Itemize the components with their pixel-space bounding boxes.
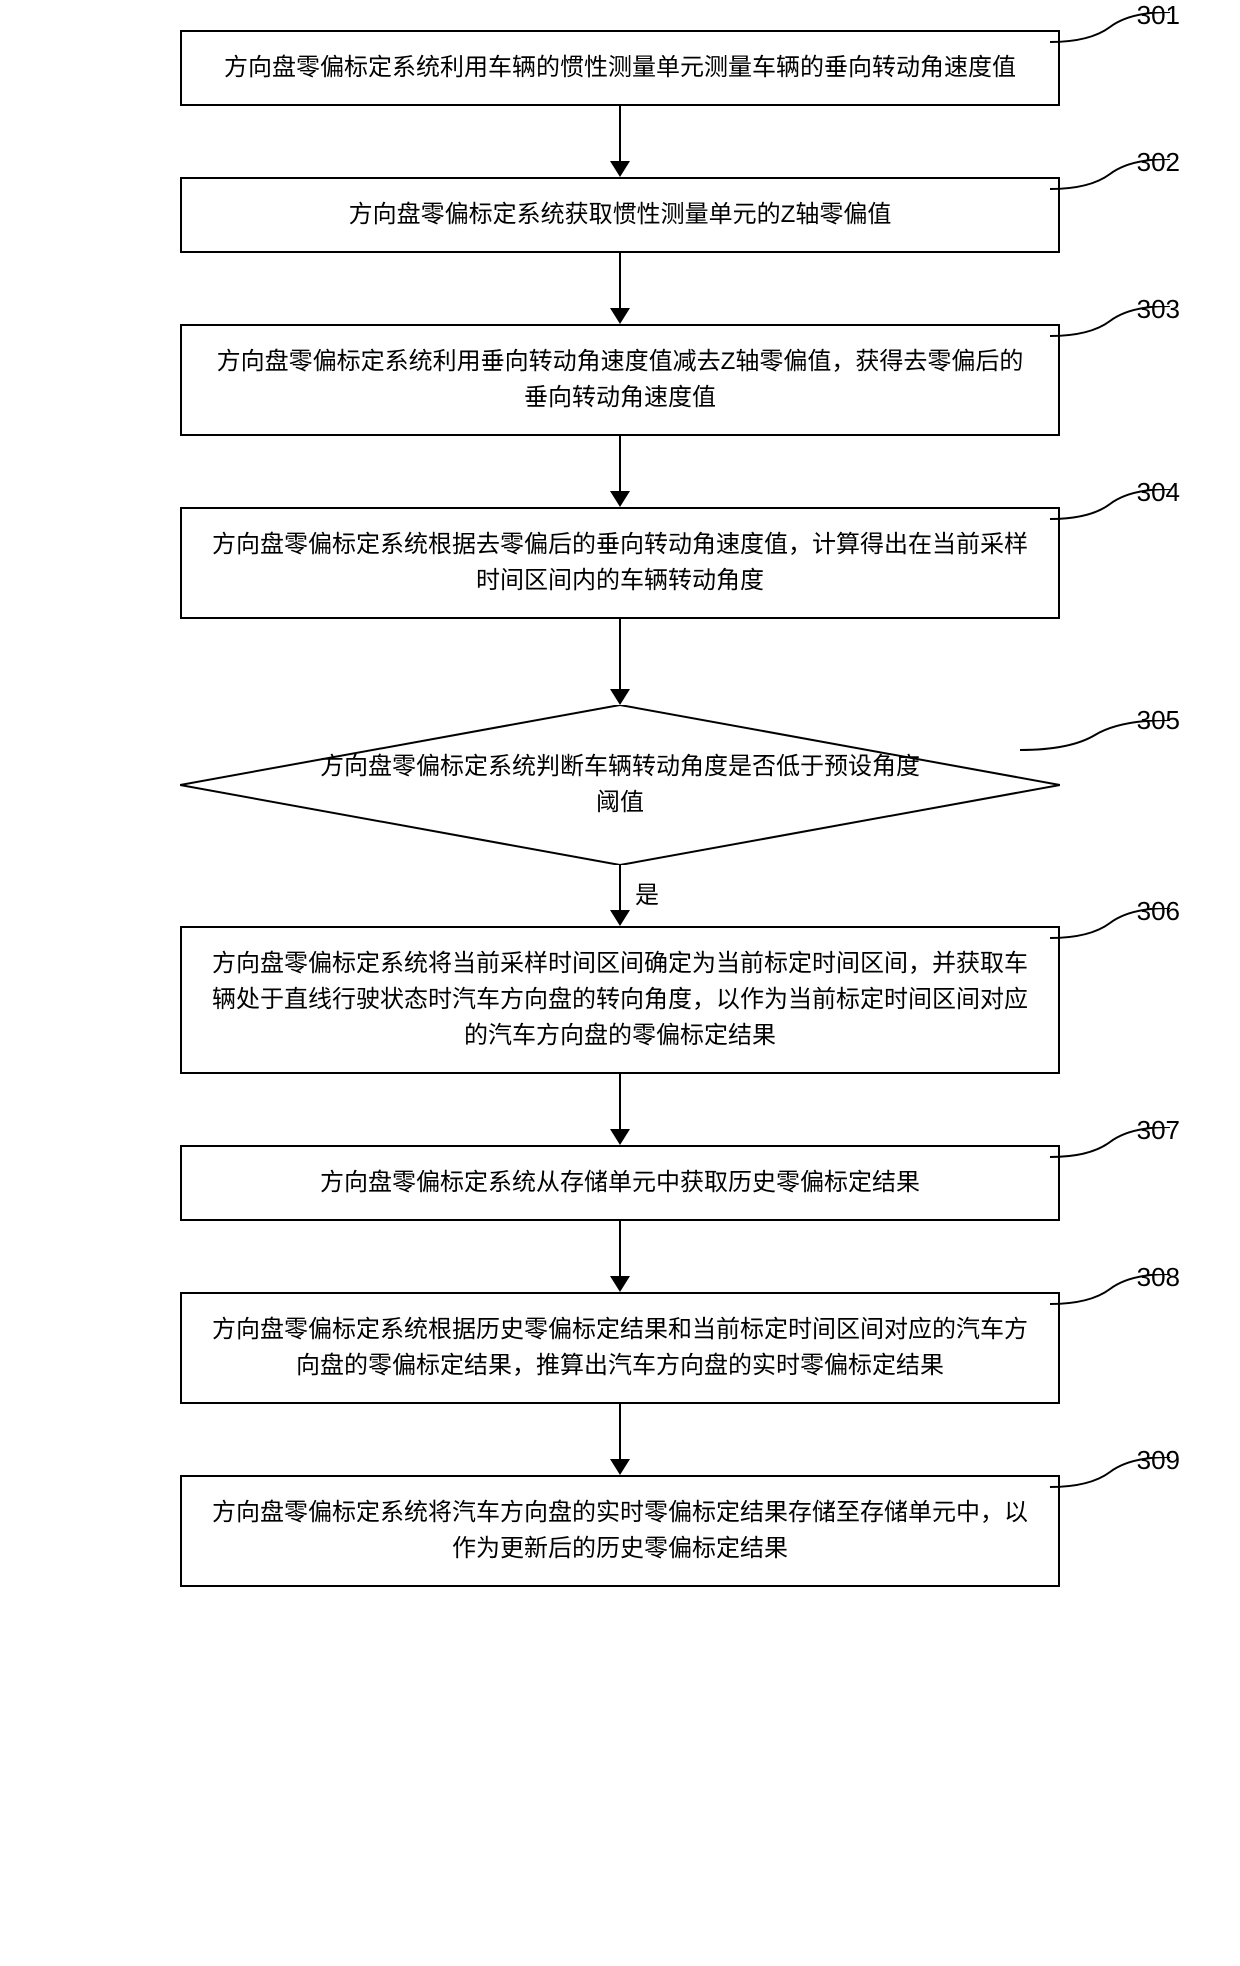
- arrow-line: [619, 865, 621, 910]
- decision-yes-label: 是: [635, 875, 659, 910]
- step-306-wrapper: 方向盘零偏标定系统将当前采样时间区间确定为当前标定时间区间，并获取车辆处于直线行…: [20, 926, 1220, 1074]
- arrow-line: [619, 253, 621, 308]
- step-304-text: 方向盘零偏标定系统根据去零偏后的垂向转动角速度值，计算得出在当前采样时间区间内的…: [212, 531, 1028, 594]
- flowchart-container: 方向盘零偏标定系统利用车辆的惯性测量单元测量车辆的垂向转动角速度值 301 方向…: [20, 30, 1220, 1587]
- arrow-305-306: 是: [20, 865, 1220, 926]
- arrow-304-305: [20, 619, 1220, 705]
- step-label-306: 306: [1137, 896, 1180, 927]
- step-302-wrapper: 方向盘零偏标定系统获取惯性测量单元的Z轴零偏值 302: [20, 177, 1220, 253]
- process-box-308: 方向盘零偏标定系统根据历史零偏标定结果和当前标定时间区间对应的汽车方向盘的零偏标…: [180, 1292, 1060, 1404]
- step-label-301: 301: [1137, 0, 1180, 31]
- process-box-304: 方向盘零偏标定系统根据去零偏后的垂向转动角速度值，计算得出在当前采样时间区间内的…: [180, 507, 1060, 619]
- arrow-306-307: [20, 1074, 1220, 1145]
- arrow-head: [610, 910, 630, 926]
- arrow-head: [610, 491, 630, 507]
- process-box-307: 方向盘零偏标定系统从存储单元中获取历史零偏标定结果: [180, 1145, 1060, 1221]
- arrow-line: [619, 1074, 621, 1129]
- step-301-text: 方向盘零偏标定系统利用车辆的惯性测量单元测量车辆的垂向转动角速度值: [224, 54, 1016, 81]
- arrow-head: [610, 1276, 630, 1292]
- arrow-head: [610, 1129, 630, 1145]
- arrow-line: [619, 1404, 621, 1459]
- process-box-306: 方向盘零偏标定系统将当前采样时间区间确定为当前标定时间区间，并获取车辆处于直线行…: [180, 926, 1060, 1074]
- arrow-head: [610, 308, 630, 324]
- decision-box-305: 方向盘零偏标定系统判断车辆转动角度是否低于预设角度阈值: [180, 705, 1060, 865]
- step-label-304: 304: [1137, 477, 1180, 508]
- arrow-line: [619, 619, 621, 689]
- arrow-line: [619, 106, 621, 161]
- arrow-302-303: [20, 253, 1220, 324]
- arrow-303-304: [20, 436, 1220, 507]
- arrow-head: [610, 1459, 630, 1475]
- step-label-303: 303: [1137, 294, 1180, 325]
- step-305-wrapper: 方向盘零偏标定系统判断车辆转动角度是否低于预设角度阈值 305: [20, 705, 1220, 865]
- process-box-302: 方向盘零偏标定系统获取惯性测量单元的Z轴零偏值: [180, 177, 1060, 253]
- process-box-301: 方向盘零偏标定系统利用车辆的惯性测量单元测量车辆的垂向转动角速度值: [180, 30, 1060, 106]
- arrow-line: [619, 1221, 621, 1276]
- step-label-307: 307: [1137, 1115, 1180, 1146]
- step-305-text: 方向盘零偏标定系统判断车辆转动角度是否低于预设角度阈值: [312, 749, 928, 821]
- step-label-302: 302: [1137, 147, 1180, 178]
- step-301-wrapper: 方向盘零偏标定系统利用车辆的惯性测量单元测量车辆的垂向转动角速度值 301: [20, 30, 1220, 106]
- arrow-head: [610, 689, 630, 705]
- step-302-text: 方向盘零偏标定系统获取惯性测量单元的Z轴零偏值: [349, 201, 892, 228]
- step-308-wrapper: 方向盘零偏标定系统根据历史零偏标定结果和当前标定时间区间对应的汽车方向盘的零偏标…: [20, 1292, 1220, 1404]
- step-306-text: 方向盘零偏标定系统将当前采样时间区间确定为当前标定时间区间，并获取车辆处于直线行…: [212, 950, 1028, 1049]
- arrow-head: [610, 161, 630, 177]
- step-label-309: 309: [1137, 1445, 1180, 1476]
- step-label-305: 305: [1137, 705, 1180, 736]
- step-309-wrapper: 方向盘零偏标定系统将汽车方向盘的实时零偏标定结果存储至存储单元中，以作为更新后的…: [20, 1475, 1220, 1587]
- process-box-309: 方向盘零偏标定系统将汽车方向盘的实时零偏标定结果存储至存储单元中，以作为更新后的…: [180, 1475, 1060, 1587]
- arrow-308-309: [20, 1404, 1220, 1475]
- step-304-wrapper: 方向盘零偏标定系统根据去零偏后的垂向转动角速度值，计算得出在当前采样时间区间内的…: [20, 507, 1220, 619]
- step-303-wrapper: 方向盘零偏标定系统利用垂向转动角速度值减去Z轴零偏值，获得去零偏后的垂向转动角速…: [20, 324, 1220, 436]
- step-label-308: 308: [1137, 1262, 1180, 1293]
- arrow-line: [619, 436, 621, 491]
- arrow-307-308: [20, 1221, 1220, 1292]
- arrow-301-302: [20, 106, 1220, 177]
- step-309-text: 方向盘零偏标定系统将汽车方向盘的实时零偏标定结果存储至存储单元中，以作为更新后的…: [212, 1499, 1028, 1562]
- step-307-wrapper: 方向盘零偏标定系统从存储单元中获取历史零偏标定结果 307: [20, 1145, 1220, 1221]
- step-307-text: 方向盘零偏标定系统从存储单元中获取历史零偏标定结果: [320, 1169, 920, 1196]
- step-303-text: 方向盘零偏标定系统利用垂向转动角速度值减去Z轴零偏值，获得去零偏后的垂向转动角速…: [217, 348, 1024, 411]
- step-308-text: 方向盘零偏标定系统根据历史零偏标定结果和当前标定时间区间对应的汽车方向盘的零偏标…: [212, 1316, 1028, 1379]
- process-box-303: 方向盘零偏标定系统利用垂向转动角速度值减去Z轴零偏值，获得去零偏后的垂向转动角速…: [180, 324, 1060, 436]
